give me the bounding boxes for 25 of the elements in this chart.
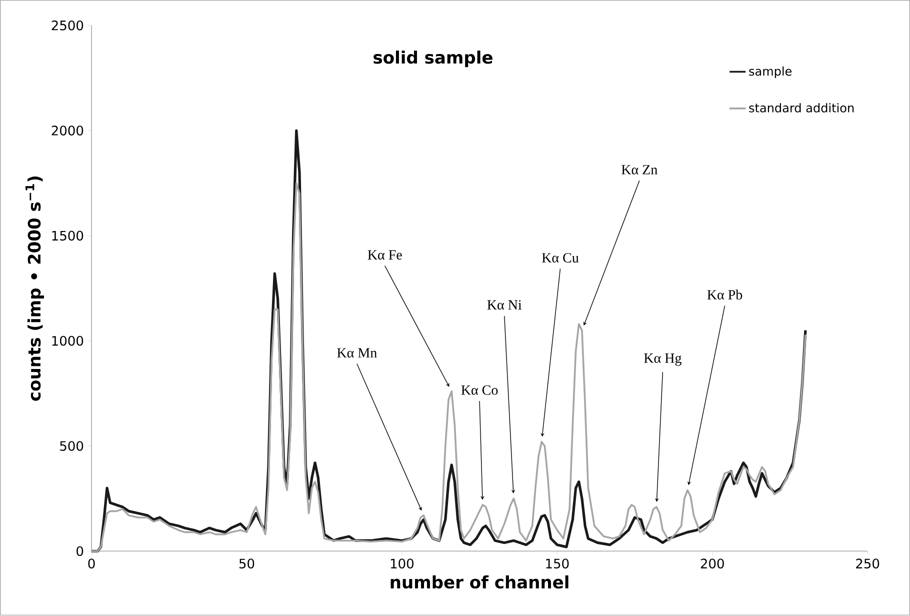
y-axis-title: counts (imp • 2000 s$^{−1}$) <box>25 176 44 401</box>
annotation: Kα Ni <box>487 300 522 310</box>
text: solid sample <box>374 50 492 68</box>
x-tick-label: 50 <box>239 558 254 569</box>
legend-label: sample <box>749 66 792 78</box>
annotation: Kα Zn <box>622 165 658 175</box>
x-tick-label: 250 <box>856 558 880 569</box>
x-tick-label: 150 <box>546 558 569 569</box>
y-tick-label: 2500 <box>52 20 84 31</box>
annotation: Kα Pb <box>707 290 742 300</box>
x-tick-label: 200 <box>700 558 724 569</box>
annotation: Kα Fe <box>368 250 402 260</box>
x-axis-title: number of channel <box>390 576 568 589</box>
annotation: Kα Co <box>461 386 498 395</box>
y-tick-label: 1500 <box>52 230 84 241</box>
y-tick-label: 500 <box>60 441 84 452</box>
x-tick-label: 0 <box>88 558 95 569</box>
y-tick-label: 0 <box>76 546 84 556</box>
x-tick-label: 100 <box>390 558 414 569</box>
y-tick-label: 2000 <box>52 126 84 136</box>
annotation: Kα Mn <box>337 348 377 358</box>
y-tick-label: 1000 <box>52 336 84 346</box>
legend-label: standard addition <box>749 103 854 113</box>
annotation: Kα Hg <box>644 354 682 366</box>
annotation: Kα Cu <box>542 253 579 263</box>
